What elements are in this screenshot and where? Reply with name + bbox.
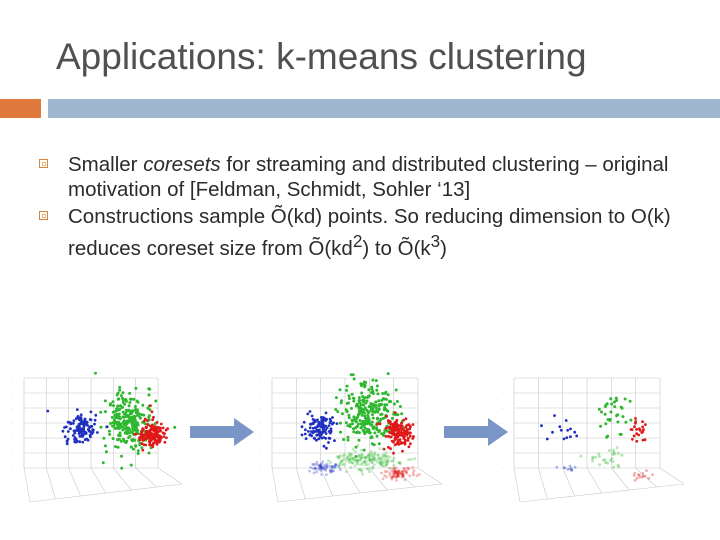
svg-text:·: ·	[12, 376, 14, 381]
scatter-plot-projected: · · · · · · ·	[260, 372, 443, 503]
svg-text:·: ·	[12, 406, 14, 411]
right-arrow-icon	[190, 418, 254, 446]
bullet-text-pre: Smaller	[68, 153, 144, 176]
bullet-text-post: for streaming and distributed clustering…	[68, 153, 669, 201]
bullet-text-line: Constructions sample Õ(kd) points. So re…	[68, 205, 671, 260]
superscript-3: 3	[430, 232, 441, 251]
bullet-text-end: )	[440, 236, 447, 260]
svg-text:·: ·	[502, 391, 504, 396]
scatter-plot-coreset: · · · · · · ·	[502, 376, 685, 503]
slide-title: Applications: k-means clustering	[56, 36, 587, 77]
square-bullet-icon	[39, 159, 48, 168]
svg-text:·: ·	[260, 451, 262, 456]
svg-text:·: ·	[12, 421, 14, 426]
svg-text:·: ·	[502, 376, 504, 381]
bullet-item-coresets: Smaller coresets for streaming and distr…	[36, 152, 686, 202]
title-rule-bar	[48, 99, 720, 118]
square-bullet-icon	[39, 211, 48, 220]
bullet-text-mid: ) to Õ(k	[362, 236, 431, 260]
svg-text:·: ·	[12, 466, 14, 471]
svg-text:·: ·	[502, 451, 504, 456]
svg-text:·: ·	[260, 391, 262, 396]
figure-row: · · · · · · · · · · · · · · · · · · · · ·	[0, 372, 720, 512]
svg-text:·: ·	[260, 376, 262, 381]
svg-text:·: ·	[260, 466, 262, 471]
superscript-2: 2	[352, 232, 363, 251]
svg-text:·: ·	[502, 466, 504, 471]
bullet-text-emphasis: coresets	[143, 153, 221, 176]
svg-text:·: ·	[12, 391, 14, 396]
title-rule-accent	[0, 99, 41, 118]
svg-text:·: ·	[502, 406, 504, 411]
svg-text:·: ·	[260, 436, 262, 441]
right-arrow-icon	[444, 418, 508, 446]
scatter-plot-original: · · · · · · ·	[12, 372, 183, 503]
bullet-list: Smaller coresets for streaming and distr…	[36, 152, 686, 263]
svg-text:·: ·	[502, 421, 504, 426]
svg-text:·: ·	[260, 421, 262, 426]
svg-text:·: ·	[260, 406, 262, 411]
bullet-item-constructions: Constructions sample Õ(kd) points. So re…	[36, 204, 686, 261]
svg-text:·: ·	[502, 436, 504, 441]
svg-text:·: ·	[12, 436, 14, 441]
svg-text:·: ·	[12, 451, 14, 456]
